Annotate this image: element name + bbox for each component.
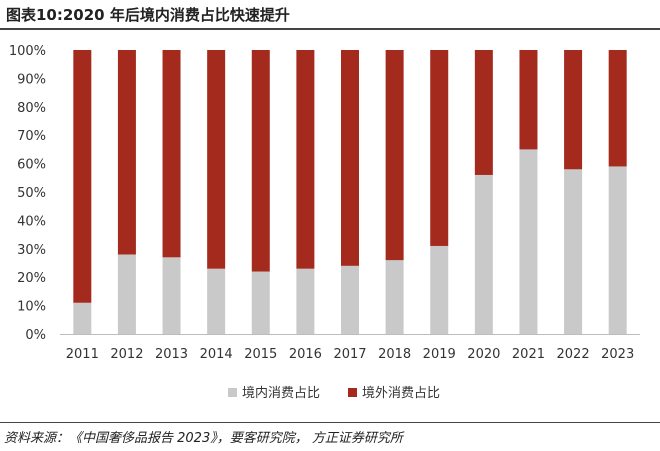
x-tick-label: 2020 (467, 347, 500, 362)
domestic-bar-2020 (474, 174, 493, 334)
overseas-bar-2016 (296, 50, 315, 269)
overseas-bar-2011 (73, 50, 92, 303)
y-tick-label: 40% (17, 214, 46, 229)
legend-domestic-swatch (228, 388, 237, 397)
stacked-bar-chart: 0%10%20%30%40%50%60%70%80%90%100% 2011 20… (9, 44, 640, 401)
x-tick-label: 2015 (244, 347, 277, 362)
y-tick-label: 100% (9, 44, 46, 59)
domestic-bar-2021 (519, 149, 538, 334)
overseas-bar-2018 (385, 50, 404, 261)
domestic-bar-2013 (162, 257, 181, 334)
overseas-bar-2020 (474, 50, 493, 175)
x-axis: 2011 2012 2013 2014 2015 2016 2017 2018 2019 2020… (60, 334, 640, 362)
x-tick-label: 2021 (512, 347, 545, 362)
overseas-bar-2012 (117, 50, 136, 255)
overseas-bar-2017 (341, 50, 359, 266)
domestic-bar-2016 (296, 268, 315, 334)
overseas-bar-2021 (519, 50, 538, 150)
y-tick-label: 70% (17, 129, 46, 144)
bar-series (73, 50, 627, 334)
overseas-bar-2019 (430, 50, 449, 246)
legend: 境内消费占比 境外消费占比 (228, 385, 440, 401)
x-tick-label: 2018 (378, 347, 411, 362)
domestic-bar-2023 (608, 166, 627, 334)
domestic-bar-2017 (341, 265, 359, 334)
x-tick-label: 2014 (200, 347, 233, 362)
overseas-bar-2022 (564, 50, 583, 170)
y-tick-label: 60% (17, 158, 46, 173)
y-tick-label: 90% (17, 72, 46, 87)
x-tick-label: 2012 (110, 347, 143, 362)
title-divider (0, 28, 660, 30)
domestic-bar-2022 (564, 169, 583, 334)
x-tick-label: 2011 (66, 347, 99, 362)
x-tick-label: 2013 (155, 347, 188, 362)
chart-title: 图表10:2020 年后境内消费占比快速提升 (6, 6, 290, 24)
domestic-bar-2012 (117, 254, 136, 334)
x-tick-label: 2017 (333, 347, 366, 362)
x-tick-label: 2016 (289, 347, 322, 362)
y-tick-label: 10% (17, 300, 46, 315)
legend-overseas-swatch (348, 388, 357, 397)
overseas-bar-2014 (207, 50, 226, 269)
overseas-bar-2013 (162, 50, 181, 258)
source-divider (0, 422, 660, 423)
overseas-bar-2015 (251, 50, 270, 272)
x-tick-label: 2023 (601, 347, 634, 362)
domestic-bar-2018 (385, 260, 404, 334)
y-tick-label: 30% (17, 243, 46, 258)
domestic-bar-2019 (430, 245, 449, 334)
y-axis: 0% 10% 20% 30% 40% 50% 60% 70% 80% 90% 100% (9, 44, 46, 343)
domestic-bar-2014 (207, 268, 226, 334)
x-tick-label: 2019 (423, 347, 456, 362)
domestic-bar-2011 (73, 302, 92, 334)
legend-domestic-label: 境内消费占比 (242, 385, 320, 401)
x-tick-label: 2022 (557, 347, 590, 362)
legend-overseas-label: 境外消费占比 (362, 386, 440, 401)
y-tick-label: 50% (17, 186, 46, 201)
y-tick-label: 0% (25, 328, 46, 343)
y-tick-label: 20% (17, 271, 46, 286)
y-tick-label: 80% (17, 101, 46, 116)
source-note: 资料来源：《中国奢侈品报告 2023》，要客研究院， 方正证券研究所 (4, 431, 403, 446)
overseas-bar-2023 (608, 50, 627, 167)
domestic-bar-2015 (251, 271, 270, 334)
